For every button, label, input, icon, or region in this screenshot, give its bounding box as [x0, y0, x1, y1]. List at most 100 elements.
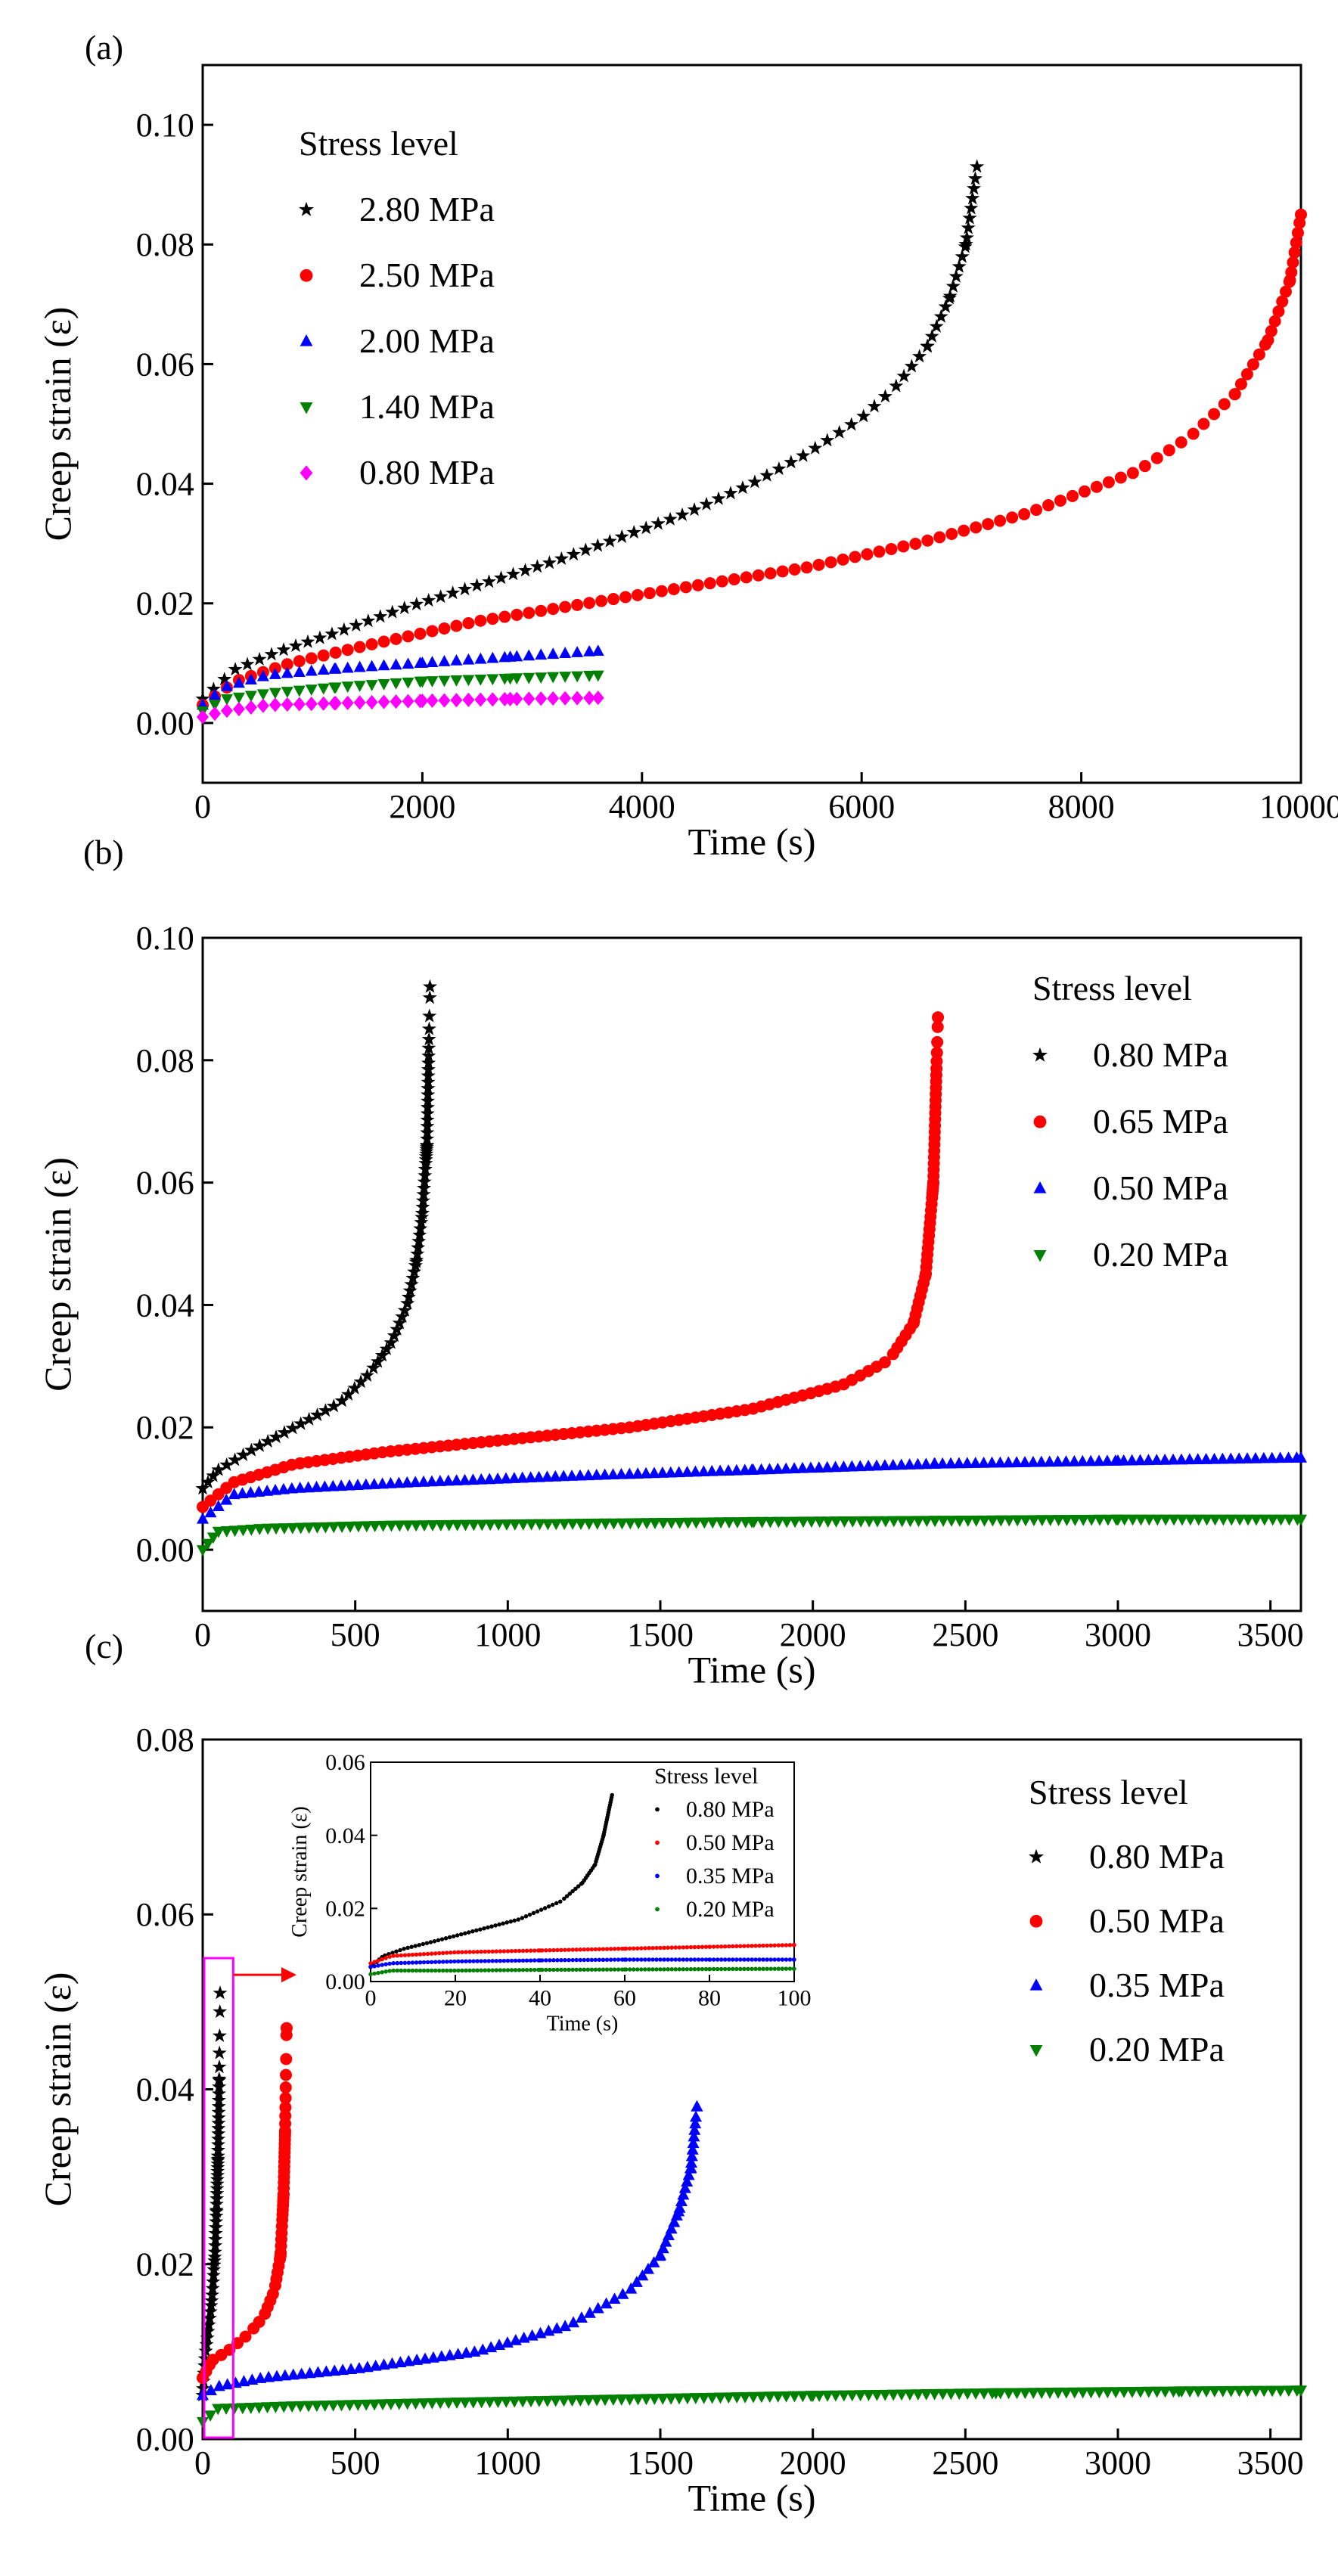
x-tick-label: 0 [194, 1616, 211, 1653]
data-point [593, 1967, 598, 1972]
data-point [549, 2395, 562, 2407]
data-point [195, 1481, 210, 1495]
data-point [343, 2400, 356, 2412]
data-point [601, 1947, 606, 1951]
data-point [722, 1957, 728, 1962]
data-point [772, 1516, 785, 1529]
data-point [929, 318, 944, 333]
data-point [1200, 1453, 1212, 1464]
data-point [278, 2369, 291, 2381]
data-point [604, 1957, 610, 1962]
data-point [369, 2359, 382, 2371]
data-point [335, 1479, 348, 1491]
data-point [442, 2398, 455, 2410]
data-point [746, 1957, 750, 1962]
data-point [685, 1966, 690, 1972]
data-point [538, 1967, 542, 1972]
data-point [421, 1062, 436, 1076]
data-point [395, 1968, 400, 1973]
data-point [528, 1967, 533, 1972]
x-tick-label: 500 [331, 2444, 380, 2481]
data-point [1159, 2386, 1172, 2398]
data-point [567, 1967, 571, 1972]
data-point [583, 2306, 596, 2318]
data-point [776, 565, 789, 578]
data-point [559, 601, 572, 613]
y-tick-label: 0.04 [136, 2071, 194, 2108]
data-point [1093, 2387, 1106, 2399]
data-point [415, 1200, 430, 1214]
data-point [1102, 476, 1115, 489]
legend-marker [655, 1840, 660, 1845]
y-tick-label: 0.10 [136, 920, 194, 957]
data-point [927, 1176, 939, 1189]
data-point [220, 703, 233, 718]
data-point [970, 521, 983, 534]
data-point [1159, 1514, 1172, 1526]
data-point [467, 1959, 472, 1963]
y-tick-label: 0.00 [325, 1969, 365, 1994]
data-point [1125, 2386, 1138, 2398]
data-point [341, 681, 354, 694]
data-point [792, 1942, 796, 1948]
data-point [616, 2287, 629, 2299]
data-point [438, 693, 451, 708]
data-point [1290, 236, 1302, 249]
data-point [780, 1966, 785, 1971]
legend-entry: 0.35 MPa [686, 1864, 775, 1889]
data-point [206, 2267, 221, 2282]
data-point [692, 1966, 697, 1972]
legend-marker [300, 268, 313, 282]
data-point [285, 1420, 300, 1435]
data-point [499, 1472, 512, 1484]
data-point [1246, 358, 1259, 371]
data-point [380, 1963, 384, 1967]
data-point [669, 1945, 674, 1950]
data-point [846, 1460, 858, 1472]
data-point [591, 2394, 604, 2407]
data-point [566, 1470, 579, 1481]
y-axis-label: Creep strain (ε) [288, 1806, 312, 1937]
data-point [731, 2392, 744, 2404]
legend-marker [1032, 1047, 1048, 1062]
data-point [632, 2394, 644, 2406]
data-point [475, 2397, 488, 2409]
data-point [387, 1969, 392, 1973]
data-point [627, 1946, 632, 1951]
data-point [640, 1466, 653, 1479]
data-point [347, 1380, 362, 1395]
y-tick-label: 0.00 [136, 2421, 194, 2458]
data-point [232, 701, 245, 717]
data-point [945, 278, 961, 293]
data-point [253, 2402, 265, 2414]
data-point [416, 694, 429, 709]
data-point [523, 672, 536, 684]
data-point [731, 1944, 735, 1949]
data-point [567, 1957, 571, 1963]
data-point [1283, 1514, 1296, 1526]
data-point [508, 1519, 521, 1531]
data-point [928, 2388, 941, 2401]
data-point [361, 613, 376, 628]
data-point [844, 417, 859, 431]
data-point [1159, 1453, 1172, 1465]
data-point [205, 2280, 220, 2295]
data-point [574, 1957, 579, 1963]
data-point [832, 424, 847, 439]
data-point [554, 551, 569, 565]
data-point [317, 696, 330, 711]
data-point [212, 2072, 227, 2087]
data-point [445, 1968, 449, 1973]
data-point [276, 642, 291, 656]
data-point [456, 1950, 461, 1954]
data-point [479, 1949, 483, 1954]
data-series [368, 1792, 614, 1969]
data-point [930, 1046, 943, 1059]
y-tick-label: 0.06 [325, 1750, 365, 1775]
data-point [945, 1457, 958, 1469]
data-point [932, 1011, 945, 1024]
data-point [366, 1360, 381, 1374]
data-point [376, 1963, 380, 1968]
data-point [681, 1465, 694, 1477]
data-point [687, 2137, 700, 2149]
